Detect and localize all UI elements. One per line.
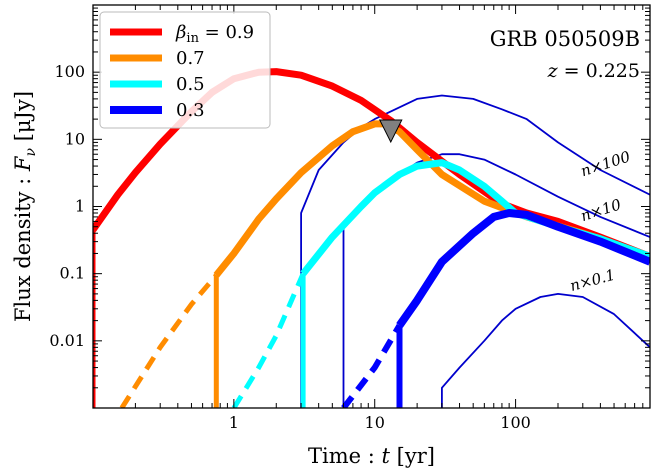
legend-box bbox=[99, 11, 271, 129]
redshift-label: z = 0.225 bbox=[547, 60, 640, 82]
plot-area bbox=[93, 68, 650, 408]
series-3-dashed bbox=[341, 323, 403, 408]
thin-curve-2 bbox=[441, 293, 650, 408]
series-1-dashed bbox=[119, 273, 219, 408]
y-tick-label: 0.1 bbox=[60, 264, 85, 283]
plot-layer: n×100 n×10 n×0.1 1 10 100 0.01 0.1 1 10 100 Time : … bbox=[11, 4, 651, 468]
x-axis-label-main: Time : bbox=[308, 444, 382, 468]
grb-name: GRB 050509B bbox=[490, 27, 640, 51]
y-axis-label: Flux density : Fν [μJy] bbox=[11, 91, 39, 322]
redshift-var: z bbox=[547, 60, 559, 82]
x-tick-label: 1 bbox=[229, 413, 239, 432]
legend-label-1: 0.7 bbox=[176, 48, 205, 69]
x-axis-label: Time : t [yr] bbox=[308, 444, 435, 468]
y-axis-label-sub: ν bbox=[23, 147, 39, 156]
legend-label-2: 0.5 bbox=[176, 74, 205, 95]
series-3-line bbox=[396, 209, 650, 328]
legend-label-3: 0.3 bbox=[176, 100, 205, 121]
thin-curve-0 bbox=[300, 94, 650, 408]
y-tick-label: 100 bbox=[54, 62, 85, 81]
curve-label-0: n×100 bbox=[578, 147, 632, 180]
legend-beta-sub: in bbox=[186, 31, 199, 46]
curve-label-1: n×10 bbox=[578, 195, 623, 225]
x-tick-label: 10 bbox=[365, 413, 385, 432]
legend-beta: β bbox=[175, 22, 186, 43]
x-tick-label: 100 bbox=[500, 413, 531, 432]
series-1-line bbox=[213, 120, 650, 278]
upper-limit-marker bbox=[378, 119, 403, 144]
y-axis-label-var: F bbox=[11, 155, 35, 172]
legend-label-0: βin = 0.9 bbox=[175, 22, 254, 46]
series-2-dashed bbox=[231, 272, 306, 408]
redshift-val: = 0.225 bbox=[558, 60, 640, 82]
y-axis-label-main: Flux density : bbox=[11, 171, 35, 322]
y-tick-label: 10 bbox=[65, 129, 85, 148]
y-tick-label: 1 bbox=[75, 197, 85, 216]
x-axis-label-unit: [yr] bbox=[390, 444, 435, 468]
y-tick-label: 0.01 bbox=[49, 331, 85, 350]
x-axis-label-var: t bbox=[382, 444, 391, 468]
legend-beta-val: = 0.9 bbox=[199, 22, 254, 43]
curve-label-2: n×0.1 bbox=[568, 266, 617, 295]
y-axis-label-unit: [μJy] bbox=[11, 91, 35, 148]
